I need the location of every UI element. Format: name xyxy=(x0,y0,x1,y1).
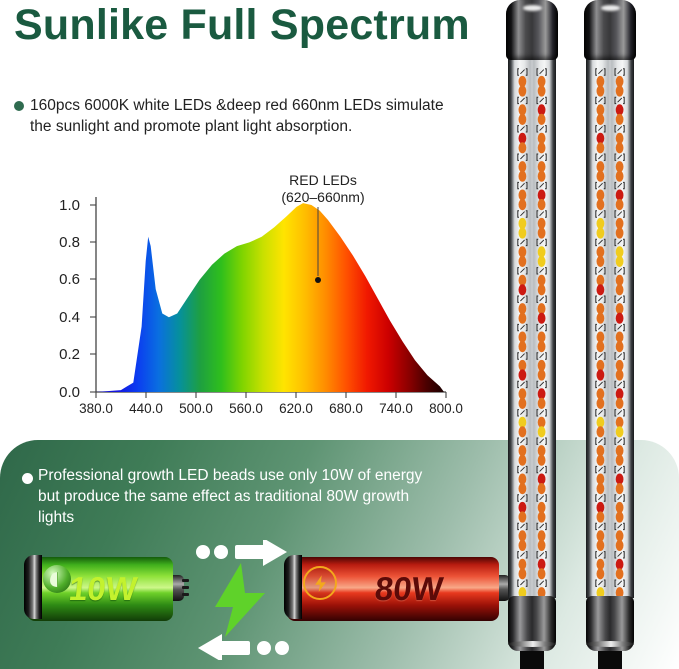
svg-text:0.4: 0.4 xyxy=(59,309,80,326)
svg-text:380.0: 380.0 xyxy=(79,401,113,416)
svg-text:740.0: 740.0 xyxy=(379,401,413,416)
svg-text:500.0: 500.0 xyxy=(179,401,213,416)
svg-text:0.8: 0.8 xyxy=(59,234,80,251)
svg-text:440.0: 440.0 xyxy=(129,401,163,416)
svg-text:(620–660nm): (620–660nm) xyxy=(281,189,364,205)
svg-text:0.6: 0.6 xyxy=(59,271,80,288)
svg-text:0.2: 0.2 xyxy=(59,346,80,363)
svg-text:0.0: 0.0 xyxy=(59,384,80,401)
svg-text:RED LEDs: RED LEDs xyxy=(289,172,357,188)
svg-text:620.0: 620.0 xyxy=(279,401,313,416)
svg-text:680.0: 680.0 xyxy=(329,401,363,416)
svg-text:1.0: 1.0 xyxy=(59,197,80,214)
svg-text:800.0: 800.0 xyxy=(429,401,463,416)
svg-text:560.0: 560.0 xyxy=(229,401,263,416)
